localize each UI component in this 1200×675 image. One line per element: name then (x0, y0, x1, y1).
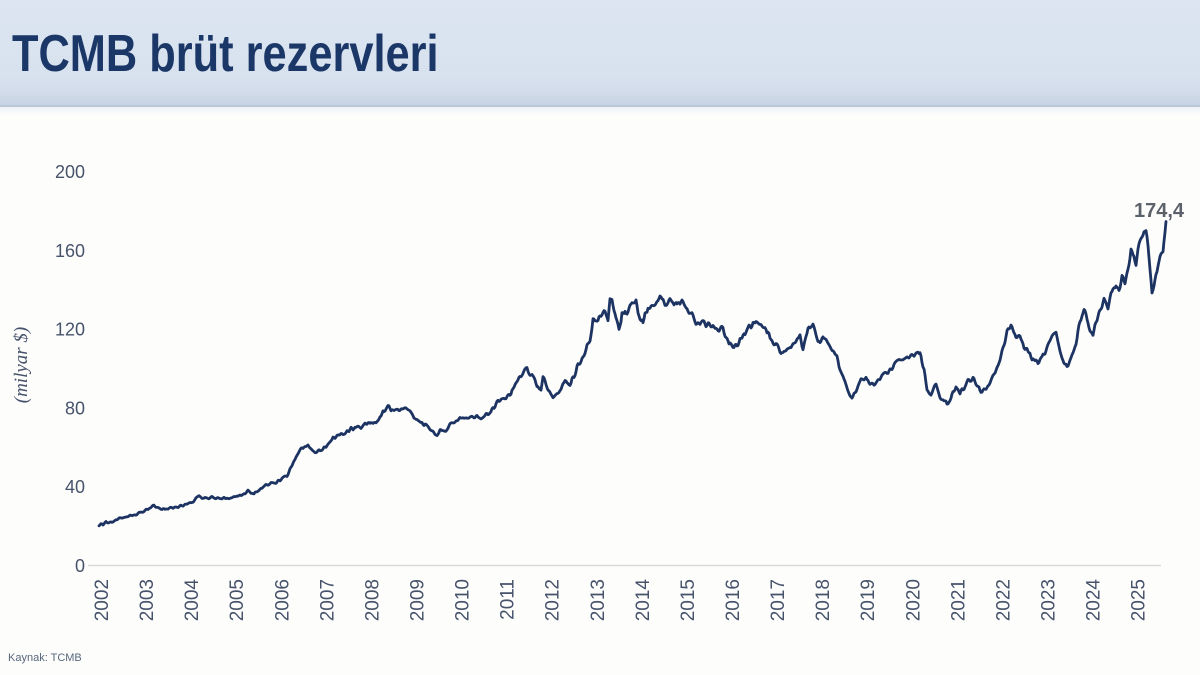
svg-text:2008: 2008 (362, 579, 383, 621)
svg-text:2005: 2005 (227, 579, 248, 621)
svg-text:2013: 2013 (588, 579, 609, 621)
svg-text:2015: 2015 (678, 579, 699, 621)
svg-text:80: 80 (65, 398, 85, 418)
svg-text:2010: 2010 (453, 579, 474, 621)
svg-text:2018: 2018 (813, 579, 834, 621)
svg-text:2025: 2025 (1129, 579, 1150, 621)
svg-text:2017: 2017 (768, 579, 789, 621)
svg-text:2007: 2007 (317, 579, 338, 621)
svg-text:2022: 2022 (993, 579, 1014, 621)
svg-text:40: 40 (65, 477, 85, 497)
svg-text:200: 200 (55, 162, 85, 182)
svg-text:2019: 2019 (858, 579, 879, 621)
svg-text:2024: 2024 (1084, 579, 1105, 622)
svg-text:2016: 2016 (723, 579, 744, 621)
svg-text:2011: 2011 (498, 579, 519, 620)
svg-text:2009: 2009 (408, 579, 429, 621)
svg-text:2023: 2023 (1039, 579, 1060, 621)
svg-text:2014: 2014 (633, 579, 654, 622)
svg-text:2020: 2020 (903, 579, 924, 621)
svg-text:2021: 2021 (948, 579, 969, 621)
svg-text:120: 120 (55, 320, 85, 340)
svg-text:(milyar $): (milyar $) (11, 327, 32, 404)
svg-text:2002: 2002 (92, 579, 113, 621)
svg-text:174,4: 174,4 (1134, 200, 1185, 222)
svg-text:0: 0 (75, 556, 85, 576)
svg-text:2012: 2012 (543, 579, 564, 621)
svg-text:2006: 2006 (272, 579, 293, 621)
svg-text:2003: 2003 (137, 579, 158, 621)
svg-text:2004: 2004 (182, 579, 203, 622)
svg-text:160: 160 (55, 241, 85, 261)
